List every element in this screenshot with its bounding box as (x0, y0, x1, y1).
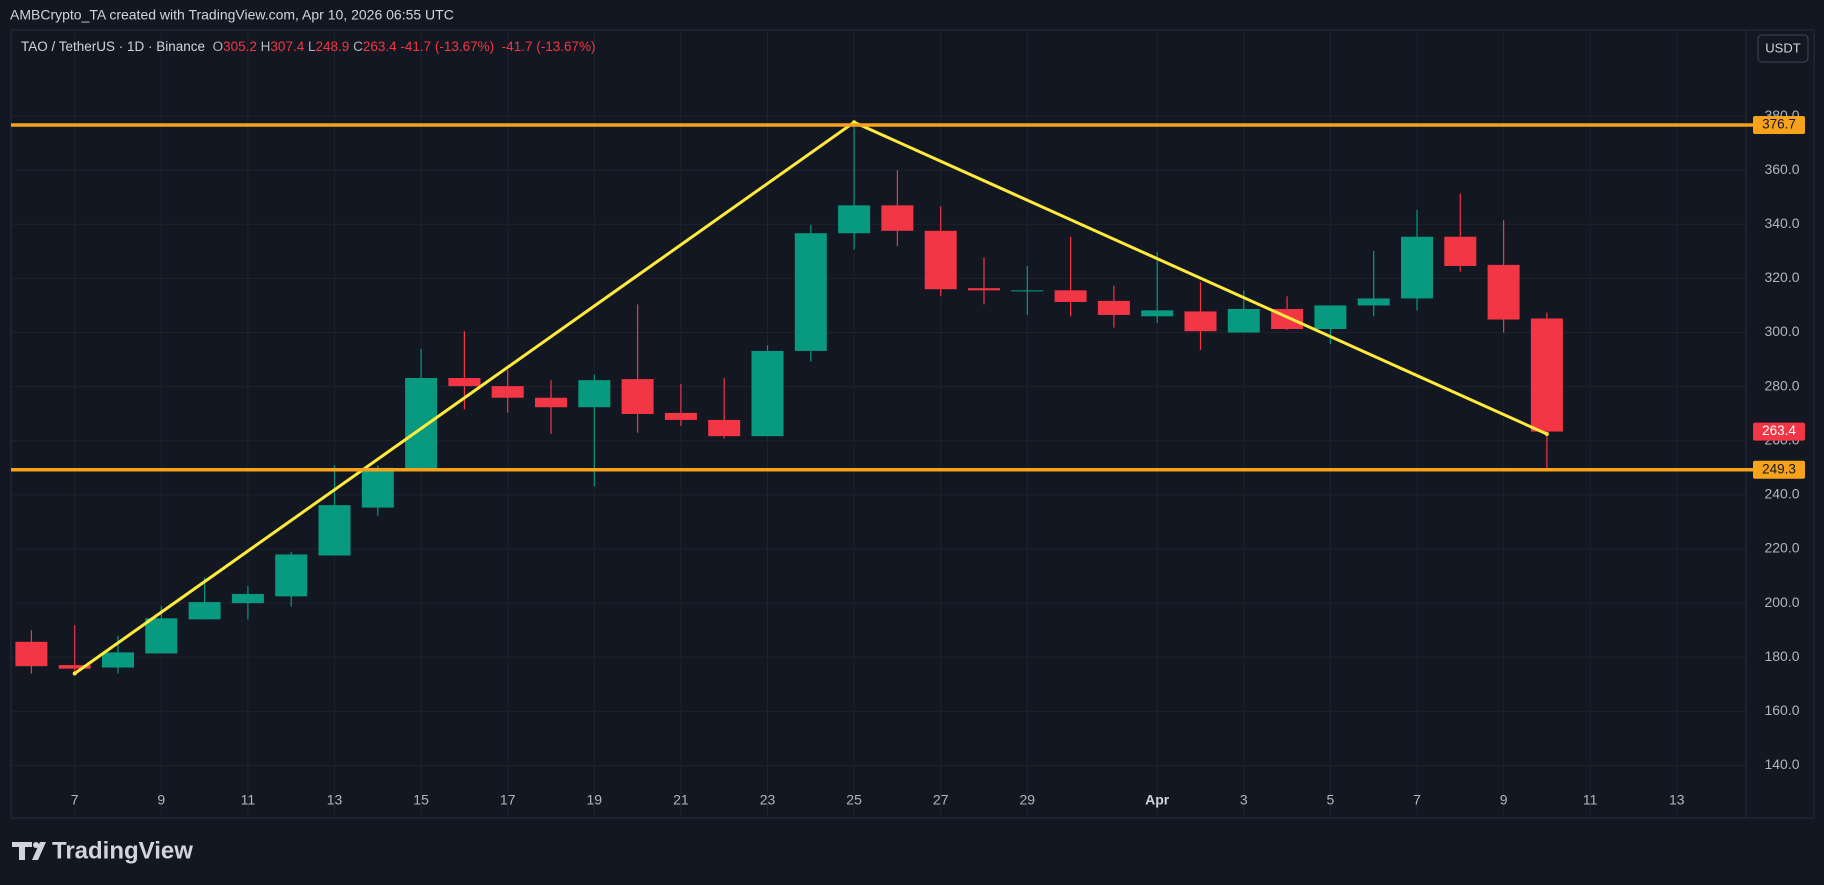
trendline-anchor (1544, 432, 1549, 437)
x-tick-label: 7 (71, 792, 79, 808)
candle-body (1227, 308, 1260, 333)
symbol-legend: TAO / TetherUS · 1D · Binance O305.2 H30… (21, 39, 595, 54)
candle-body (1141, 310, 1174, 317)
candle-body (968, 288, 1000, 291)
candle-body (145, 618, 178, 654)
brand: TradingView (52, 837, 193, 864)
candle-body (1184, 311, 1217, 332)
x-tick-label: 11 (241, 792, 256, 808)
candle-body (1314, 305, 1347, 330)
candle-body (664, 412, 697, 420)
currency-button[interactable] (1757, 34, 1809, 63)
level-label: 376.7 (1762, 117, 1796, 132)
change: -41.7 (-13.67%) (400, 39, 495, 54)
candle-body (1444, 236, 1477, 266)
currency[interactable]: USDT (1765, 40, 1800, 55)
candle-body (1357, 298, 1390, 306)
ohlc-value: 305.2 (223, 39, 257, 54)
candle-body (621, 379, 654, 414)
candle-body (1011, 290, 1044, 292)
marks (15, 122, 1563, 674)
candle-body (405, 377, 438, 471)
candle-body (838, 205, 871, 234)
candle-body (578, 380, 611, 408)
x-tick-label: Apr (1145, 792, 1170, 808)
candle-body (1487, 264, 1520, 320)
y-tick-label: 240.0 (1764, 486, 1799, 502)
attribution: AMBCrypto_TA created with TradingView.co… (10, 7, 454, 23)
y-tick-label: 200.0 (1764, 594, 1799, 610)
logo-dot (33, 842, 39, 848)
y-tick-label: 160.0 (1764, 702, 1799, 718)
candle-body (102, 652, 134, 668)
candle-body (491, 386, 524, 398)
ohlc-value: 263.4 (362, 39, 397, 54)
change: -41.7 (-13.67%) (501, 39, 596, 54)
symbol-title: TAO / TetherUS · 1D · Binance (21, 39, 206, 54)
y-tick-label: 180.0 (1764, 648, 1799, 664)
x-tick-label: 9 (1500, 792, 1508, 808)
last-price-label-bg (1753, 422, 1805, 441)
candle-body (15, 641, 48, 667)
overlay: 263.4 376.7 249.3 (11, 115, 1805, 676)
x-tick-label: 23 (760, 792, 776, 808)
ohlc-label: H (260, 39, 271, 54)
candle-body (535, 397, 567, 408)
trendline-anchor (72, 671, 77, 676)
last-price-label: 263.4 (1762, 423, 1796, 438)
level-label-bg (1753, 460, 1805, 479)
candle-body (58, 665, 91, 669)
candle-body (1097, 300, 1130, 315)
x-tick-label: 27 (933, 792, 949, 808)
candle-body (708, 419, 741, 437)
candle-body (275, 554, 308, 597)
y-tick-label: 320.0 (1764, 269, 1799, 285)
x-tick-label: 25 (846, 792, 862, 808)
ohlc-value: 248.9 (315, 39, 350, 54)
y-tick-label: 360.0 (1764, 161, 1799, 177)
candle-body (318, 505, 351, 556)
candle-body (794, 233, 827, 351)
y-tick-label: 140.0 (1764, 756, 1799, 772)
candle-body (751, 350, 784, 437)
y-tick-label: 280.0 (1764, 377, 1799, 393)
x-tick-label: 5 (1327, 792, 1335, 808)
ohlc-label: C (353, 39, 363, 54)
x-tick-label: 11 (1583, 792, 1598, 808)
x-tick-label: 21 (673, 792, 689, 808)
candle-body (448, 377, 481, 387)
x-tick-label: 19 (587, 792, 603, 808)
logo: TradingView (12, 837, 193, 864)
candle-body (924, 230, 957, 290)
x-tick-label: 15 (413, 792, 429, 808)
y-tick-label: 300.0 (1764, 323, 1799, 339)
candle-body (188, 602, 221, 620)
x-tick-label: 13 (327, 792, 343, 808)
candle-body (881, 205, 914, 231)
chart-panel (10, 29, 1815, 819)
candle-body (1530, 318, 1563, 432)
logo-icon (12, 842, 46, 860)
candle-body (231, 593, 264, 604)
x-tick-label: 7 (1413, 792, 1421, 808)
candle-body (1054, 290, 1087, 302)
x-tick-label: 9 (157, 792, 165, 808)
level-label-bg (1753, 115, 1805, 134)
x-tick-label: 3 (1240, 792, 1248, 808)
level-label: 249.3 (1762, 461, 1796, 476)
x-tick-label: 29 (1020, 792, 1036, 808)
x-tick-label: 17 (500, 792, 516, 808)
ohlc-label: L (307, 39, 316, 54)
x-tick-label: 13 (1669, 792, 1685, 808)
ohlc-label: O (212, 39, 224, 54)
ohlc-value: 307.4 (270, 39, 305, 54)
y-tick-label: 220.0 (1764, 540, 1799, 556)
y-tick-label: 340.0 (1764, 215, 1799, 231)
candle-body (1401, 236, 1433, 299)
candle-body (361, 467, 394, 508)
